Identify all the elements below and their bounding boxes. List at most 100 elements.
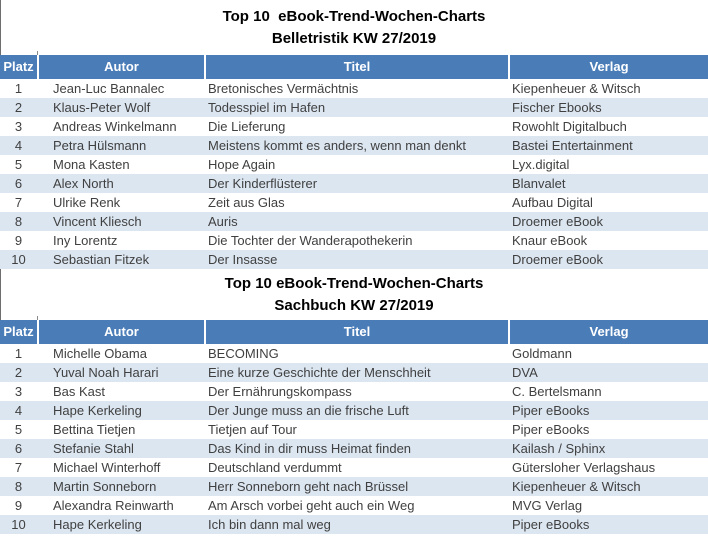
cell-titel: Am Arsch vorbei geht auch ein Weg	[208, 498, 415, 513]
cell-platz: 2	[14, 100, 23, 115]
cell-platz: 1	[14, 346, 23, 361]
cell-titel: Das Kind in dir muss Heimat finden	[208, 441, 412, 456]
cell-platz: 10	[11, 252, 26, 267]
cell-platz: 6	[14, 441, 23, 456]
table-row: 8 Vincent Kliesch Auris Droemer eBook	[0, 212, 708, 231]
header-cell-autor: Autor	[37, 55, 204, 79]
cell-verlag: Lyx.digital	[512, 157, 570, 172]
table-row: 7 Ulrike Renk Zeit aus Glas Aufbau Digital	[0, 193, 708, 212]
table-row: 9 Iny Lorentz Die Tochter der Wanderapothe…	[0, 231, 708, 250]
cell-platz: 5	[14, 157, 23, 172]
cell-platz: 4	[14, 138, 23, 153]
cell-titel: Bretonisches Vermächtnis	[208, 81, 359, 96]
cell-titel: Auris	[208, 214, 238, 229]
table-row: 2 Klaus-Peter Wolf Todesspiel im Hafen Fisc…	[0, 98, 708, 117]
cell-titel: Tietjen auf Tour	[208, 422, 297, 437]
table-row: 4 Hape Kerkeling Der Junge muss an die fri…	[0, 401, 708, 420]
chart-section-belletristik: Top 10 eBook-Trend-Wochen-Charts Belletr…	[0, 0, 708, 269]
cell-autor: Bettina Tietjen	[53, 422, 136, 437]
cell-titel: Der Ernährungskompass	[208, 384, 352, 399]
section-title: Top 10 eBook-Trend-Wochen-Charts	[222, 8, 486, 25]
table-body: 1 Michelle Obama BECOMING Goldmann 2 Yuval No…	[0, 344, 708, 534]
cell-platz: 7	[14, 195, 23, 210]
column-divider-tick	[37, 316, 38, 320]
cell-platz: 5	[14, 422, 23, 437]
cell-titel: Der Insasse	[208, 252, 278, 267]
cell-autor: Vincent Kliesch	[53, 214, 142, 229]
cell-platz: 3	[14, 384, 23, 399]
cell-platz: 6	[14, 176, 23, 191]
cell-autor: Andreas Winkelmann	[53, 119, 177, 134]
cell-autor: Martin Sonneborn	[53, 479, 157, 494]
cell-platz: 8	[14, 479, 23, 494]
cell-titel: Der Junge muss an die frische Luft	[208, 403, 409, 418]
cell-autor: Mona Kasten	[53, 157, 130, 172]
cell-platz: 7	[14, 460, 23, 475]
cell-titel: Meistens kommt es anders, wenn man denkt	[208, 138, 466, 153]
cell-verlag: Fischer Ebooks	[512, 100, 602, 115]
column-divider-tick	[37, 51, 38, 55]
table-header-row: Platz Autor Titel Verlag	[0, 51, 708, 79]
cell-autor: Hape Kerkeling	[53, 517, 142, 532]
table-row: 3 Andreas Winkelmann Die Lieferung Rowohlt …	[0, 117, 708, 136]
header-cell-verlag: Verlag	[508, 320, 708, 344]
cell-autor: Iny Lorentz	[53, 233, 118, 248]
cell-autor: Alexandra Reinwarth	[53, 498, 174, 513]
cell-titel: Deutschland verdummt	[208, 460, 342, 475]
chart-section-sachbuch: Top 10 eBook-Trend-Wochen-Charts Sachbuc…	[0, 269, 708, 534]
cell-verlag: Goldmann	[512, 346, 572, 361]
cell-titel: Ich bin dann mal weg	[208, 517, 331, 532]
cell-autor: Jean-Luc Bannalec	[53, 81, 165, 96]
cell-verlag: Piper eBooks	[512, 517, 590, 532]
table-row: 6 Stefanie Stahl Das Kind in dir muss Heim…	[0, 439, 708, 458]
cell-autor: Alex North	[53, 176, 114, 191]
table-row: 5 Bettina Tietjen Tietjen auf Tour Piper eB…	[0, 420, 708, 439]
section-title: Top 10 eBook-Trend-Wochen-Charts	[224, 275, 484, 292]
cell-titel: Zeit aus Glas	[208, 195, 285, 210]
cell-autor: Bas Kast	[53, 384, 106, 399]
cell-verlag: Piper eBooks	[512, 422, 590, 437]
section-subtitle: Sachbuch KW 27/2019	[274, 297, 434, 314]
cell-titel: BECOMING	[208, 346, 279, 361]
header-cell-platz: Platz	[3, 59, 34, 74]
cell-verlag: Bastei Entertainment	[512, 138, 633, 153]
table-row: 10 Sebastian Fitzek Der Insasse Droemer eBo…	[0, 250, 708, 269]
cell-verlag: Gütersloher Verlagshaus	[512, 460, 656, 475]
table-row: 2 Yuval Noah Harari Eine kurze Geschichte …	[0, 363, 708, 382]
cell-titel: Todesspiel im Hafen	[208, 100, 326, 115]
header-cell-titel: Titel	[204, 320, 508, 344]
cell-titel: Der Kinderflüsterer	[208, 176, 318, 191]
cell-autor: Michelle Obama	[53, 346, 147, 361]
cell-autor: Stefanie Stahl	[53, 441, 134, 456]
cell-platz: 4	[14, 403, 23, 418]
table-body: 1 Jean-Luc Bannalec Bretonisches Vermächtn…	[0, 79, 708, 269]
cell-autor: Yuval Noah Harari	[53, 365, 159, 380]
table-header-row: Platz Autor Titel Verlag	[0, 316, 708, 344]
cell-verlag: Rowohlt Digitalbuch	[512, 119, 627, 134]
cell-autor: Klaus-Peter Wolf	[53, 100, 151, 115]
cell-titel: Die Tochter der Wanderapothekerin	[208, 233, 413, 248]
cell-verlag: Kailash / Sphinx	[512, 441, 606, 456]
table-row: 1 Michelle Obama BECOMING Goldmann	[0, 344, 708, 363]
cell-verlag: Knaur eBook	[512, 233, 588, 248]
table-row: 9 Alexandra Reinwarth Am Arsch vorbei geht…	[0, 496, 708, 515]
table-row: 7 Michael Winterhoff Deutschland verdummt G…	[0, 458, 708, 477]
cell-platz: 8	[14, 214, 23, 229]
cell-titel: Hope Again	[208, 157, 276, 172]
cell-verlag: Kiepenheuer & Witsch	[512, 479, 641, 494]
cell-platz: 9	[14, 498, 23, 513]
section-subtitle: Belletristik KW 27/2019	[271, 30, 437, 47]
cell-autor: Petra Hülsmann	[53, 138, 147, 153]
cell-platz: 9	[14, 233, 23, 248]
header-cell-platz: Platz	[3, 324, 34, 339]
cell-verlag: DVA	[512, 365, 538, 380]
cell-platz: 3	[14, 119, 23, 134]
cell-verlag: MVG Verlag	[512, 498, 583, 513]
table-row: 10 Hape Kerkeling Ich bin dann mal weg Pipe…	[0, 515, 708, 534]
cell-verlag: Aufbau Digital	[512, 195, 593, 210]
cell-titel: Die Lieferung	[208, 119, 286, 134]
header-cell-verlag: Verlag	[508, 55, 708, 79]
table-row: 3 Bas Kast Der Ernährungskompass C. Bertels…	[0, 382, 708, 401]
cell-autor: Hape Kerkeling	[53, 403, 142, 418]
